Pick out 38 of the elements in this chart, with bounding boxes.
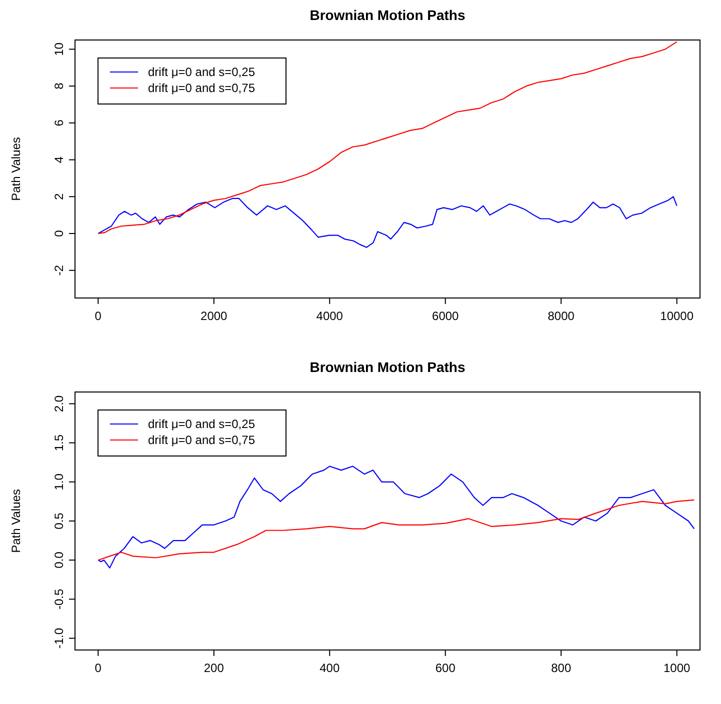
y-tick-label: 1.5 (52, 434, 66, 452)
x-tick-label: 0 (94, 309, 102, 323)
x-tick-label: 1000 (664, 661, 691, 675)
x-tick-label: 8000 (548, 309, 575, 323)
y-axis-title: Path Values (9, 489, 23, 553)
x-tick-label: 800 (551, 661, 572, 675)
y-tick-label: 0 (52, 230, 66, 237)
x-tick-label: 0 (94, 661, 102, 675)
y-tick-label: 1.0 (52, 473, 66, 490)
line-series (98, 196, 678, 248)
x-tick-label: 2000 (200, 309, 228, 323)
y-tick-label: 8 (52, 82, 66, 90)
y-tick-label: 0.5 (52, 512, 66, 530)
x-tick-label: 200 (204, 661, 224, 675)
line-series (98, 41, 678, 234)
legend-label: drift μ=0 and s=0,75 (148, 81, 256, 95)
x-tick-label: 400 (320, 661, 340, 675)
legend-label: drift μ=0 and s=0,75 (148, 433, 256, 447)
y-tick-label: -0.5 (52, 588, 66, 610)
x-tick-label: 4000 (316, 309, 344, 323)
x-tick-label: 10000 (660, 309, 694, 323)
y-tick-label: 2 (52, 192, 66, 200)
y-tick-label: 0.0 (52, 551, 66, 568)
y-axis-title: Path Values (9, 137, 23, 201)
line-series (98, 499, 695, 561)
y-tick-label: -2 (52, 264, 66, 276)
chart-title: Brownian Motion Paths (310, 7, 466, 23)
chart-title: Brownian Motion Paths (310, 359, 466, 375)
x-tick-label: 600 (435, 661, 456, 675)
y-tick-label: 6 (52, 119, 66, 126)
x-tick-label: 6000 (432, 309, 460, 323)
legend-label: drift μ=0 and s=0,25 (148, 65, 256, 79)
y-tick-label: -1.0 (52, 628, 66, 649)
line-series (98, 466, 695, 568)
y-tick-label: 4 (52, 156, 66, 164)
y-tick-label: 2.0 (52, 395, 66, 412)
y-tick-label: 10 (52, 42, 66, 56)
legend-label: drift μ=0 and s=0,25 (148, 417, 256, 431)
